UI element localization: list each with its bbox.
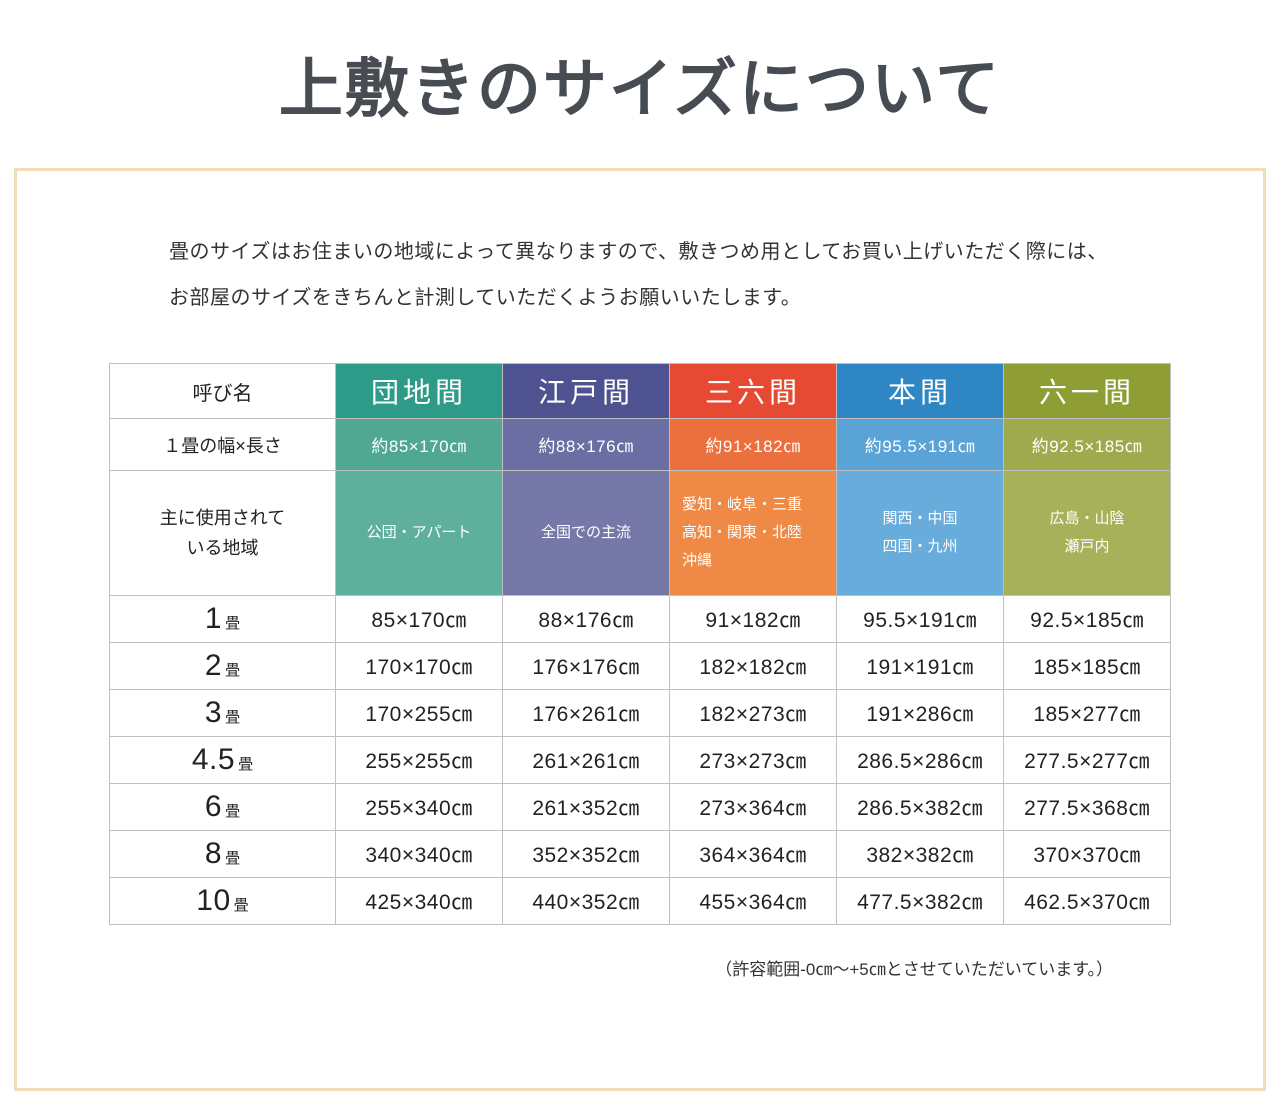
value-cell: 191×191㎝	[836, 642, 1004, 690]
value-cell: 170×255㎝	[335, 689, 503, 737]
size-cell-sanrokuma: 約91×182㎝	[669, 418, 837, 471]
value-cell: 462.5×370㎝	[1003, 877, 1171, 925]
value-cell: 170×170㎝	[335, 642, 503, 690]
value-cell: 176×176㎝	[502, 642, 670, 690]
size-cell-honma: 約95.5×191㎝	[836, 418, 1004, 471]
value-cell: 425×340㎝	[335, 877, 503, 925]
row-label: 4.5 畳	[109, 736, 336, 784]
region-cell-rokuichima: 広島・山陰 瀬戸内	[1003, 470, 1171, 596]
table-row-4-5jo: 4.5 畳 255×255㎝ 261×261㎝ 273×273㎝ 286.5×28…	[109, 736, 1171, 784]
row-label-number: 6	[204, 790, 223, 823]
size-cell-rokuichima: 約92.5×185㎝	[1003, 418, 1171, 471]
region-cell-honma: 関西・中国 四国・九州	[836, 470, 1004, 596]
column-header-sanrokuma: 三六間	[669, 363, 837, 419]
row-label-unit: 畳	[225, 662, 241, 679]
value-cell: 277.5×277㎝	[1003, 736, 1171, 784]
corner-size-cell: １畳の幅×長さ	[109, 418, 336, 471]
corner-name-cell: 呼び名	[109, 363, 336, 419]
corner-region-cell: 主に使用されて いる地域	[109, 470, 336, 596]
value-cell: 255×255㎝	[335, 736, 503, 784]
row-label: 10 畳	[109, 877, 336, 925]
column-header-honma: 本間	[836, 363, 1004, 419]
value-cell: 176×261㎝	[502, 689, 670, 737]
row-label-unit: 畳	[233, 897, 249, 914]
value-cell: 340×340㎝	[335, 830, 503, 878]
value-cell: 185×277㎝	[1003, 689, 1171, 737]
content-panel: 畳のサイズはお住まいの地域によって異なりますので、敷きつめ用としてお買い上げいた…	[14, 168, 1266, 1091]
size-cell-danchima: 約85×170㎝	[335, 418, 503, 471]
value-cell: 370×370㎝	[1003, 830, 1171, 878]
value-cell: 382×382㎝	[836, 830, 1004, 878]
value-cell: 182×273㎝	[669, 689, 837, 737]
column-header-danchima: 団地間	[335, 363, 503, 419]
region-cell-sanrokuma: 愛知・岐阜・三重 高知・関東・北陸 沖縄	[669, 470, 837, 596]
region-cell-edoma: 全国での主流	[502, 470, 670, 596]
value-cell: 85×170㎝	[335, 595, 503, 643]
value-cell: 95.5×191㎝	[836, 595, 1004, 643]
column-header-rokuichima: 六一間	[1003, 363, 1171, 419]
table-header-row: 呼び名 団地間 江戸間 三六間 本間 六一間	[109, 363, 1171, 419]
table-row-10jo: 10 畳 425×340㎝ 440×352㎝ 455×364㎝ 477.5×382…	[109, 877, 1171, 925]
row-label-number: 2	[204, 649, 223, 682]
value-cell: 261×261㎝	[502, 736, 670, 784]
row-label-unit: 畳	[225, 850, 241, 867]
value-cell: 286.5×382㎝	[836, 783, 1004, 831]
intro-line-2: お部屋のサイズをきちんと計測していただくようお願いいたします。	[169, 287, 802, 309]
value-cell: 255×340㎝	[335, 783, 503, 831]
value-cell: 440×352㎝	[502, 877, 670, 925]
row-label-number: 10	[196, 884, 231, 917]
row-label-number: 3	[204, 696, 223, 729]
value-cell: 88×176㎝	[502, 595, 670, 643]
row-label-unit: 畳	[238, 756, 254, 773]
tolerance-footnote: （許容範囲-0㎝～+5㎝とさせていただいています。）	[715, 960, 1113, 979]
value-cell: 273×364㎝	[669, 783, 837, 831]
value-cell: 182×182㎝	[669, 642, 837, 690]
value-cell: 191×286㎝	[836, 689, 1004, 737]
intro-line-1: 畳のサイズはお住まいの地域によって異なりますので、敷きつめ用としてお買い上げいた…	[169, 241, 1108, 263]
value-cell: 352×352㎝	[502, 830, 670, 878]
value-cell: 277.5×368㎝	[1003, 783, 1171, 831]
column-header-edoma: 江戸間	[502, 363, 670, 419]
tatami-size-row: １畳の幅×長さ 約85×170㎝ 約88×176㎝ 約91×182㎝ 約95.5…	[109, 418, 1171, 471]
value-cell: 286.5×286㎝	[836, 736, 1004, 784]
row-label-unit: 畳	[225, 615, 241, 632]
value-cell: 261×352㎝	[502, 783, 670, 831]
value-cell: 455×364㎝	[669, 877, 837, 925]
value-cell: 92.5×185㎝	[1003, 595, 1171, 643]
row-label-number: 8	[204, 837, 223, 870]
value-cell: 91×182㎝	[669, 595, 837, 643]
region-row: 主に使用されて いる地域 公団・アパート 全国での主流 愛知・岐阜・三重 高知・…	[109, 470, 1171, 596]
row-label-number: 1	[204, 602, 223, 635]
region-cell-danchima: 公団・アパート	[335, 470, 503, 596]
size-cell-edoma: 約88×176㎝	[502, 418, 670, 471]
intro-text: 畳のサイズはお住まいの地域によって異なりますので、敷きつめ用としてお買い上げいた…	[169, 229, 1203, 321]
value-cell: 273×273㎝	[669, 736, 837, 784]
value-cell: 185×185㎝	[1003, 642, 1171, 690]
row-label-unit: 畳	[225, 709, 241, 726]
value-cell: 364×364㎝	[669, 830, 837, 878]
row-label-unit: 畳	[225, 803, 241, 820]
page-title: 上敷きのサイズについて	[278, 52, 1002, 127]
value-cell: 477.5×382㎝	[836, 877, 1004, 925]
tatami-size-table: 呼び名 団地間 江戸間 三六間 本間 六一間 １畳の幅×長さ 約85×170㎝ …	[109, 363, 1171, 925]
row-label-number: 4.5	[191, 743, 236, 776]
